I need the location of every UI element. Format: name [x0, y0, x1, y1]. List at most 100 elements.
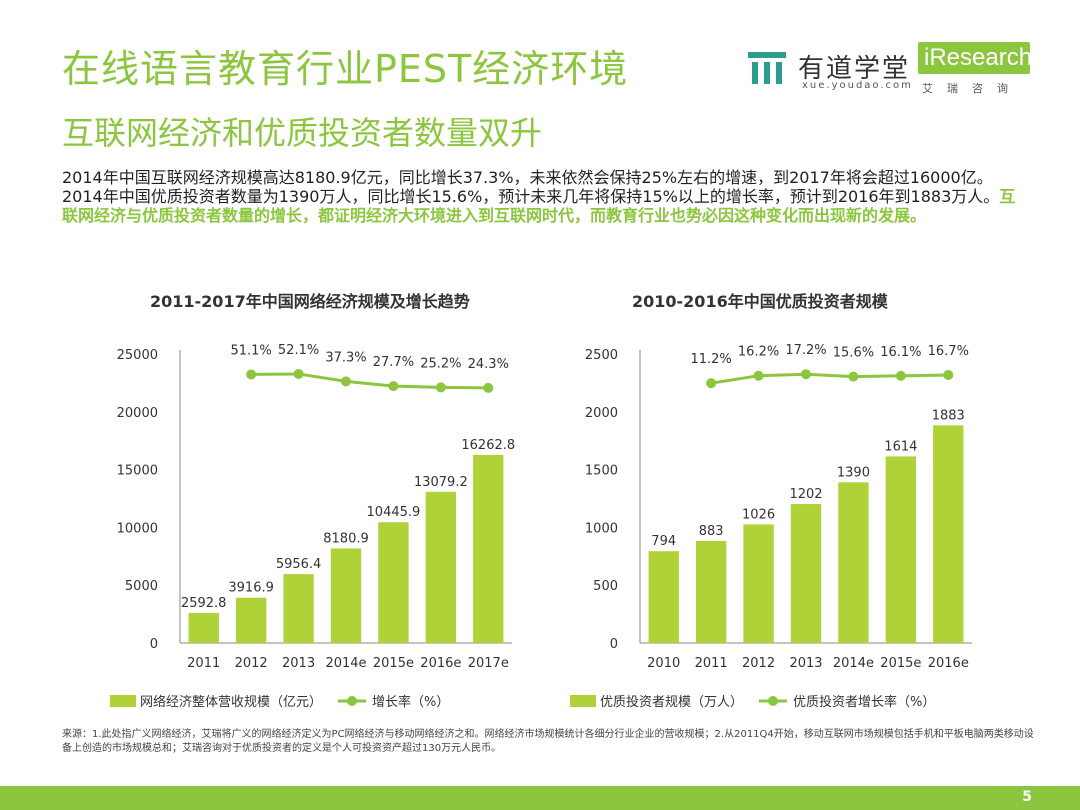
chart1-bar — [235, 597, 267, 643]
chart2-bar — [648, 551, 679, 643]
chart1-line — [251, 372, 489, 390]
chart1-bar — [188, 613, 219, 643]
chart1-line-point — [483, 382, 494, 393]
chart2-line-point — [943, 369, 954, 380]
intro-highlight: 互联网经济与优质投资者数量的增长，都证明经济大环境进入到互联网时代，而教育行业也… — [62, 187, 1016, 225]
chart1-x-tick: 2013 — [282, 656, 315, 671]
chart1-bar — [473, 455, 504, 643]
chart2-legend-bar-swatch — [570, 695, 596, 707]
chart1-legend-line-label: 增长率（%） — [372, 694, 449, 710]
chart1-line-label: 51.1% — [230, 343, 271, 358]
intro-paragraph: 2014年中国互联网经济规模高达8180.9亿元，同比增长37.3%，未来依然会… — [62, 168, 1022, 225]
chart2-y-tick: 1500 — [585, 464, 618, 479]
chart2-line-label: 16.7% — [928, 344, 969, 359]
chart2-bar-label: 1026 — [742, 507, 775, 522]
chart2-bar — [695, 540, 727, 643]
chart1-line-point — [388, 381, 399, 392]
chart1-bar-label: 13079.2 — [414, 475, 468, 490]
chart1-line-point — [246, 369, 257, 380]
chart1-y-tick: 25000 — [117, 348, 158, 363]
chart2-bar — [790, 504, 822, 643]
chart1-bar-label: 16262.8 — [461, 438, 515, 453]
chart-economy: 0 5000 10000 15000 20000 25000 2011 2012 2013 201… — [110, 343, 515, 710]
chart2-y-tick: 500 — [593, 579, 618, 594]
chart2-bar — [933, 425, 964, 643]
chart2-line-label: 11.2% — [690, 352, 731, 367]
chart1-x-tick: 2016e — [420, 656, 461, 671]
chart1-bar — [330, 548, 362, 643]
chart2-legend-line-label: 优质投资者增长率（%） — [793, 694, 935, 710]
chart1-bar — [425, 491, 457, 643]
chart2-bar — [885, 456, 917, 643]
youdao-url: xue.youdao.com — [802, 80, 913, 91]
chart1-line-point — [293, 368, 304, 379]
chart1-bar — [283, 574, 314, 643]
chart1-line-point — [435, 382, 446, 393]
youdao-logo: 有道学堂 xue.youdao.com — [748, 48, 911, 96]
chart2-y-tick: 2500 — [585, 348, 618, 363]
chart2-x-tick: 2015e — [880, 656, 921, 671]
chart2-line — [710, 372, 949, 385]
chart2-bar — [743, 524, 774, 643]
source-note: 来源：1.此处指广义网络经济，艾瑞将广义的网络经济定义为PC网络经济与移动网络经… — [62, 729, 1034, 754]
chart2-bar-label: 1883 — [932, 408, 965, 423]
chart2-line-point — [753, 370, 764, 381]
chart2-line-point — [801, 369, 811, 380]
chart2-line-label: 15.6% — [833, 346, 874, 361]
chart1-line-point — [341, 376, 351, 387]
chart1-bar-label: 8180.9 — [323, 531, 369, 546]
intro-text: 2014年中国互联网经济规模高达8180.9亿元，同比增长37.3%，未来依然会… — [62, 168, 1000, 206]
chart2-x-tick: 2011 — [695, 656, 728, 671]
chart2-bar-label: 1202 — [789, 487, 822, 502]
chart2-x-tick: 2014e — [833, 656, 874, 671]
chart1-x-tick: 2012 — [235, 656, 268, 671]
iresearch-badge: iResearch — [918, 42, 1032, 74]
chart1-line-label: 37.3% — [325, 350, 366, 365]
chart1-bar — [378, 522, 409, 643]
chart1-y-tick: 15000 — [117, 464, 158, 479]
chart2-legend-line-dot — [768, 696, 778, 706]
youdao-name: 有道学堂 — [798, 54, 911, 84]
chart2-x-tick: 2012 — [742, 656, 775, 671]
chart2-line-point — [848, 371, 859, 382]
chart1-x-tick: 2014e — [325, 656, 366, 671]
chart1-x-tick: 2017e — [468, 656, 509, 671]
chart2-x-tick: 2010 — [647, 656, 680, 671]
footer-bar: 5 — [0, 786, 1080, 810]
chart1-line-label: 52.1% — [278, 343, 319, 358]
chart2-line-point — [895, 370, 906, 381]
chart1-y-tick: 20000 — [117, 406, 158, 421]
chart2-title: 2010-2016年中国优质投资者规模 — [632, 292, 888, 311]
youdao-mark-icon — [748, 52, 786, 84]
chart1-line-label: 27.7% — [373, 355, 414, 370]
chart1-line-label: 24.3% — [468, 357, 509, 372]
chart1-legend-line-dot — [347, 696, 357, 706]
chart2-bar-label: 1614 — [884, 439, 917, 454]
chart2-y-tick: 0 — [610, 637, 618, 652]
chart1-bar-label: 10445.9 — [367, 505, 421, 520]
chart1-y-tick: 5000 — [125, 579, 158, 594]
iresearch-cn: 艾瑞咨询 — [922, 82, 1022, 95]
chart2-bar-label: 883 — [699, 524, 724, 539]
chart1-bar-label: 2592.8 — [181, 596, 227, 611]
chart1-x-tick: 2015e — [373, 656, 414, 671]
chart1-y-tick: 10000 — [117, 521, 158, 536]
chart2-line-point — [706, 378, 717, 389]
chart2-line-label: 16.1% — [880, 345, 921, 360]
chart1-bar-label: 3916.9 — [228, 581, 274, 596]
chart2-x-tick: 2016e — [928, 656, 969, 671]
chart2-legend-bar-label: 优质投资者规模（万人） — [600, 694, 743, 710]
chart2-y-tick: 2000 — [585, 406, 618, 421]
chart2-bar-label: 794 — [651, 534, 676, 549]
chart2-y-tick: 1000 — [585, 521, 618, 536]
chart1-line-label: 25.2% — [420, 356, 461, 371]
chart1-title: 2011-2017年中国网络经济规模及增长趋势 — [150, 292, 470, 311]
page-number: 5 — [1022, 789, 1032, 805]
iresearch-logo: iResearch 艾瑞咨询 — [918, 42, 1032, 98]
chart2-bar-label: 1390 — [837, 465, 870, 480]
page-title: 在线语言教育行业PEST经济环境 — [62, 47, 629, 91]
chart2-x-tick: 2013 — [789, 656, 822, 671]
chart2-line-label: 17.2% — [785, 343, 826, 358]
chart1-legend-bar-label: 网络经济整体营收规模（亿元） — [140, 694, 322, 710]
page-subtitle: 互联网经济和优质投资者数量双升 — [62, 114, 543, 152]
